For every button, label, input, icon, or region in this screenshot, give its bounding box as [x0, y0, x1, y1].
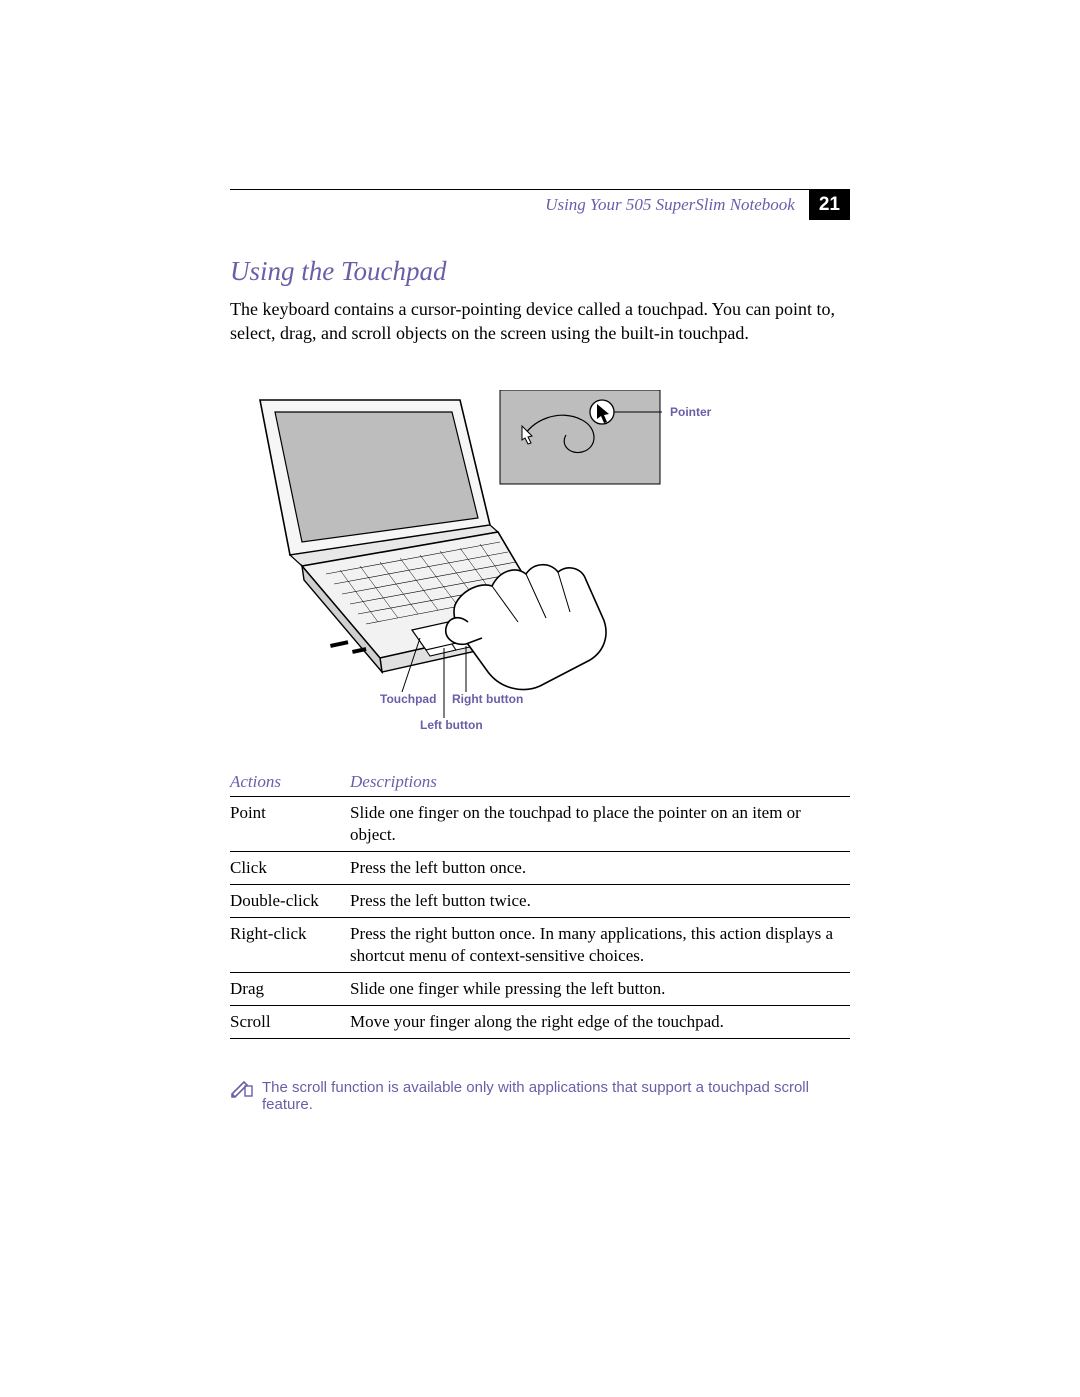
action-cell: Right-click [230, 917, 350, 972]
desc-cell: Move your finger along the right edge of… [350, 1006, 850, 1039]
table-row: Scroll Move your finger along the right … [230, 1006, 850, 1039]
callout-left-button: Left button [420, 718, 483, 732]
action-cell: Click [230, 851, 350, 884]
note: The scroll function is available only wi… [230, 1079, 850, 1113]
callout-right-button: Right button [452, 692, 523, 706]
section-title: Using the Touchpad [230, 256, 850, 287]
table-row: Drag Slide one finger while pressing the… [230, 973, 850, 1006]
touchpad-figure: Pointer Touchpad Right button Left butto… [230, 390, 850, 730]
pencil-note-icon [230, 1080, 254, 1098]
actions-table: Actions Descriptions Point Slide one fin… [230, 766, 850, 1040]
table-row: Point Slide one finger on the touchpad t… [230, 796, 850, 851]
running-head: Using Your 505 SuperSlim Notebook [545, 195, 795, 215]
page-number: 21 [809, 190, 850, 220]
desc-cell: Slide one finger while pressing the left… [350, 973, 850, 1006]
action-cell: Scroll [230, 1006, 350, 1039]
table-header-row: Actions Descriptions [230, 766, 850, 797]
intro-paragraph: The keyboard contains a cursor-pointing … [230, 297, 850, 346]
table-row: Double-click Press the left button twice… [230, 884, 850, 917]
callout-pointer: Pointer [670, 405, 711, 419]
action-cell: Double-click [230, 884, 350, 917]
table-row: Right-click Press the right button once.… [230, 917, 850, 972]
note-text: The scroll function is available only wi… [262, 1079, 850, 1113]
action-cell: Point [230, 796, 350, 851]
page-header: Using Your 505 SuperSlim Notebook 21 [230, 190, 850, 220]
desc-cell: Slide one finger on the touchpad to plac… [350, 796, 850, 851]
laptop-illustration [230, 390, 750, 730]
col-descriptions: Descriptions [350, 766, 850, 797]
desc-cell: Press the left button twice. [350, 884, 850, 917]
callout-touchpad: Touchpad [380, 692, 436, 706]
desc-cell: Press the left button once. [350, 851, 850, 884]
col-actions: Actions [230, 766, 350, 797]
page-content: Using Your 505 SuperSlim Notebook 21 Usi… [230, 190, 850, 1113]
table-row: Click Press the left button once. [230, 851, 850, 884]
action-cell: Drag [230, 973, 350, 1006]
desc-cell: Press the right button once. In many app… [350, 917, 850, 972]
